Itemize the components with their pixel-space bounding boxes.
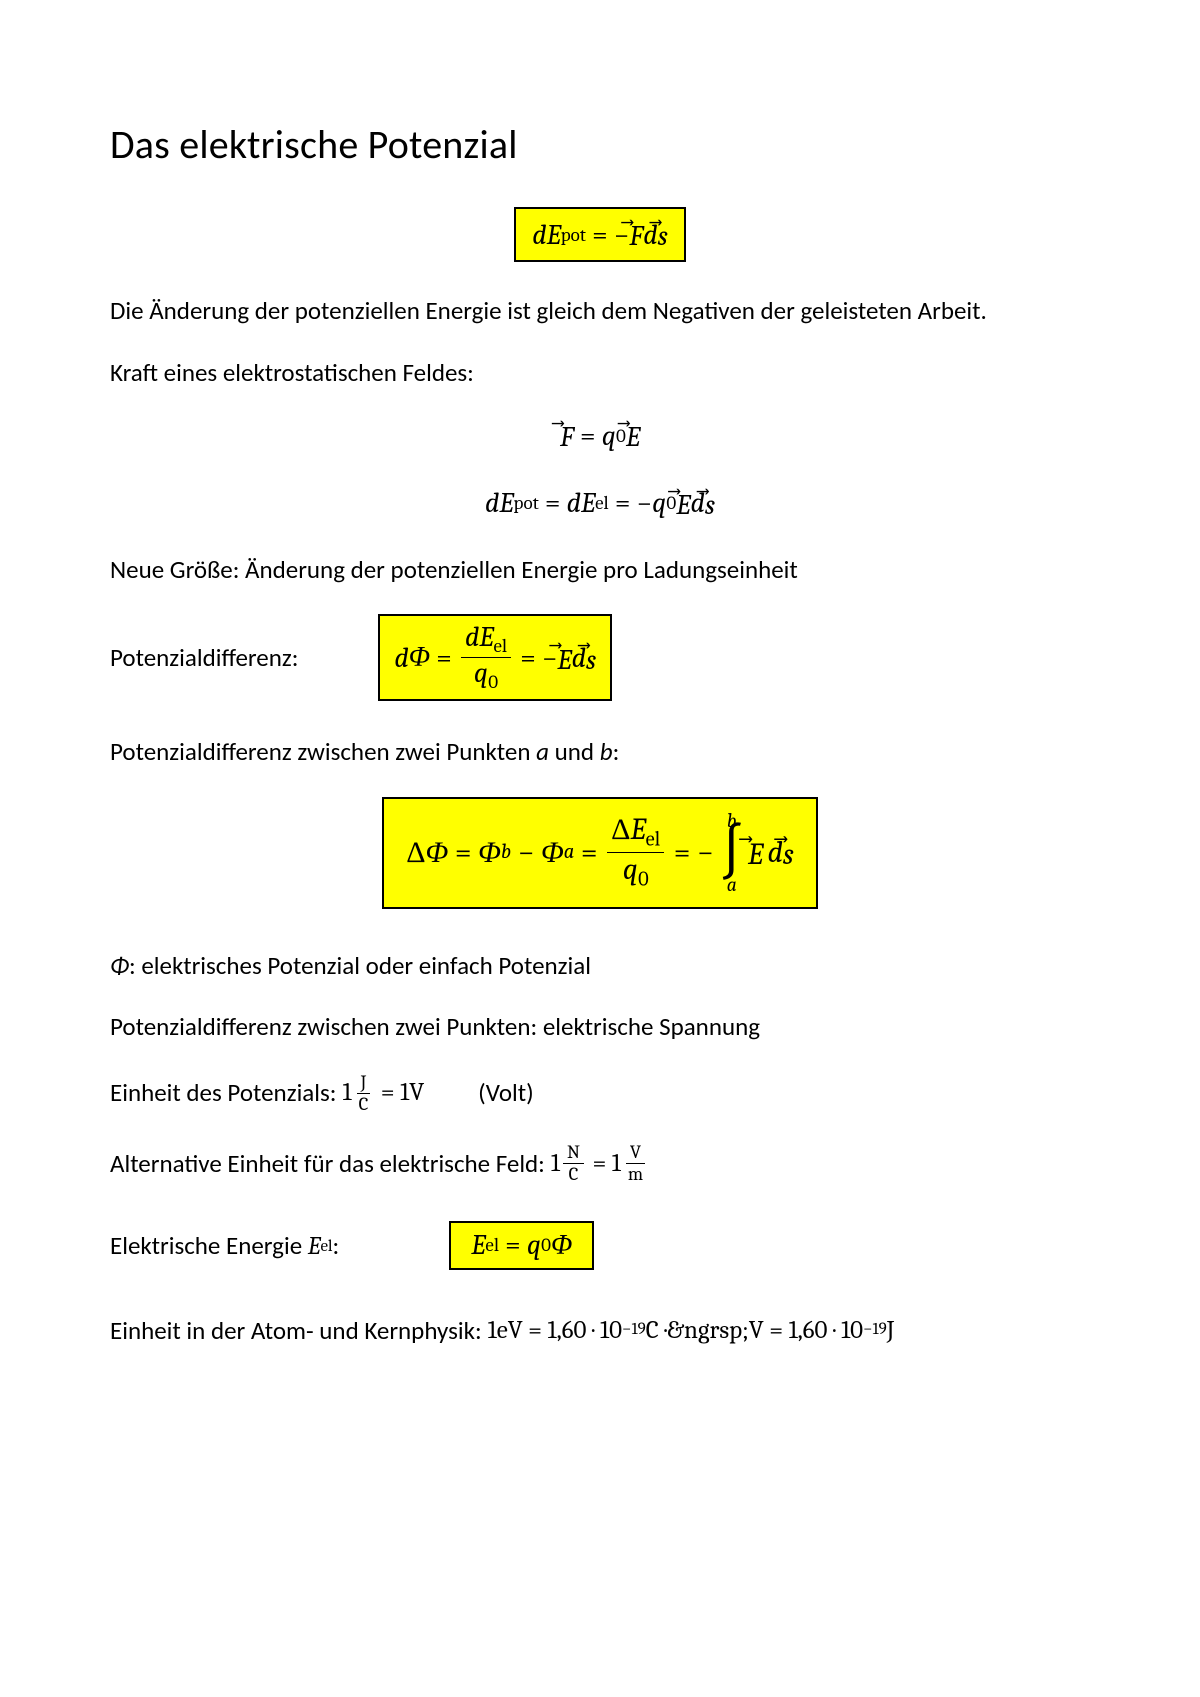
formula-DeltaPhi: ΔΦ = Φb − Φa = ΔEel q0 = − b ∫ a Eds (110, 797, 1090, 908)
text: b (600, 736, 613, 767)
formula-dEpot: dEpot = − Fds (110, 207, 1090, 262)
paragraph: Φ: elektrisches Potenzial oder einfach P… (110, 949, 1090, 983)
paragraph: Neue Größe: Änderung der potenziellen En… (110, 553, 1090, 587)
highlight-box: ΔΦ = Φb − Φa = ΔEel q0 = − b ∫ a Eds (382, 797, 818, 908)
paragraph: Kraft eines elektrostatischen Feldes: (110, 356, 1090, 390)
highlight-box: dΦ = dEel q0 = −Eds (378, 614, 612, 701)
text: Elektrische Energie (110, 1230, 308, 1261)
highlight-box: dEpot = − Fds (514, 207, 686, 262)
paragraph-eV: Einheit in der Atom- und Kernphysik: 1eV… (110, 1314, 1090, 1348)
value: 1,60 (548, 1314, 587, 1348)
formula-Eel: Elektrische Energie Eel: Eel = q0Φ (110, 1221, 1090, 1270)
page: Das elektrische Potenzial dEpot = − Fds … (0, 0, 1200, 1697)
text: Alternative Einheit für das elektrische … (110, 1147, 545, 1181)
paragraph: Potenzialdifferenz zwischen zwei Punkten… (110, 1010, 1090, 1044)
text: : elektrisches Potenzial oder einfach Po… (129, 950, 591, 981)
formula-dEel: dEpot = dEel = − q0Eds (110, 485, 1090, 520)
page-title: Das elektrische Potenzial (110, 120, 1090, 169)
paragraph-unit-pot: Einheit des Potenzials: 1 JC = 1V (Volt) (110, 1072, 1090, 1114)
text: a (536, 736, 549, 767)
highlight-box: Eel = q0Φ (449, 1221, 594, 1270)
text: (Volt) (478, 1076, 534, 1110)
text: Einheit in der Atom- und Kernphysik: (110, 1314, 482, 1348)
text: : (333, 1230, 340, 1261)
value: 1,60 (789, 1314, 828, 1348)
text: Φ (110, 950, 129, 981)
text: und (549, 736, 600, 767)
text: Potenzialdifferenz zwischen zwei Punkten (110, 736, 536, 767)
label: Elektrische Energie Eel: (110, 1230, 339, 1261)
formula-F: F = q0E (110, 418, 1090, 453)
label: Potenzialdifferenz: (110, 642, 298, 673)
paragraph-unit-field: Alternative Einheit für das elektrische … (110, 1142, 1090, 1184)
paragraph: Die Änderung der potenziellen Energie is… (110, 294, 1090, 328)
formula-dPhi: Potenzialdifferenz: dΦ = dEel q0 = −Eds (110, 614, 1090, 701)
text: : (613, 736, 620, 767)
text: Einheit des Potenzials: (110, 1076, 337, 1110)
paragraph: Potenzialdifferenz zwischen zwei Punkten… (110, 735, 1090, 769)
